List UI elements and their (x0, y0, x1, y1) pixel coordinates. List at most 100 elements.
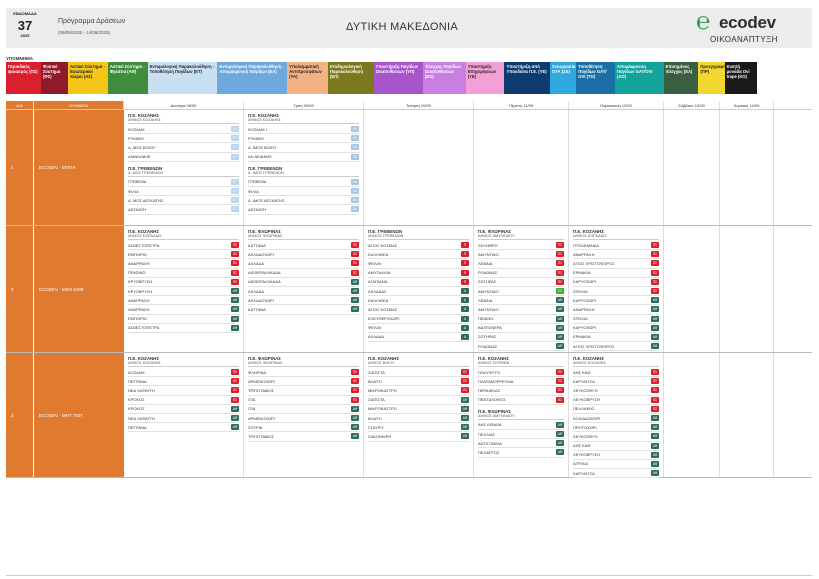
vehicle-name: ECODEV - ΜΗΤ 7507 (34, 353, 124, 477)
area-name: ΙΤΙΑ (248, 397, 256, 403)
action-code-badge: ΠΣ (351, 369, 359, 376)
week-box: ΕΒΔΟΜΑΔΑ 37 2025 (6, 8, 44, 48)
list-item: ΣΑΚΟΝΗ/ΡΗ ΑΦ (368, 432, 469, 442)
day-cell (474, 110, 569, 225)
legend-item: Υποστήριξη από Υπουδιένα Π.Ε. (ΥΕ) (504, 62, 551, 94)
list-item: ΑΙΣΘΕΡΑ/ΛΙΚΑΔΑ ΑΦ (248, 278, 359, 287)
action-code-badge: ΕΠ (556, 288, 564, 295)
action-code-badge: ΕΑ (351, 178, 359, 185)
regional-unit: Π.Ε. ΓΡΕΒΕΝΩΝ (248, 165, 283, 171)
action-code-badge: ΑΦ (556, 315, 564, 322)
list-item: ΔΕΣΚΑΤΗ ΕΤ (128, 205, 239, 215)
day-cell: Π.Ε. ΚΟΖΑΝΗΣ ΔΗΜΟΣ ΣΕΡΒΙΩΝ ΠΟΛΥΦΥΤΟ ΠΣ ΠΛΑΤΑ… (474, 353, 569, 477)
day-cell: Π.Ε. ΚΟΖΑΝΗΣ ΔΗΜΟΣ ΒΟΙΟΥ ΣΙΑΤΙΣΤΑ ΠΣ ΒΛΑΤΣΙ Π… (364, 353, 474, 477)
location-block: Π.Ε. ΦΛΩΡΙΝΑΣ ΔΗΜΟΣ ΦΛΩΡΙΝΑΣ ΚΑΤΤΑΝΑ ΠΣ ΑΧΛΑ… (248, 229, 359, 315)
table-body: 1 ECODEV - ΜΠΙΤΑ Π.Ε. ΚΟΖΑΝΗΣ ΔΗΜΟΣ ΚΟΖΑΝΗΣ… (6, 110, 812, 479)
action-code-badge: ΕΑ (351, 126, 359, 133)
list-item: ΚΑΡΥΔΙΤΣΑ ΑΦ (573, 469, 659, 479)
action-code-badge: ΕΑ (351, 135, 359, 142)
area-name: ΠΕΔΙΝΟ (478, 316, 494, 322)
area-name: ΣΙΑΤΙΣΤΑ (368, 369, 385, 375)
action-code-badge: ΠΣ (351, 396, 359, 403)
area-name: ΕΜΠΟΡΙΟ (128, 251, 147, 257)
column-header-day: Παρασκευή 12/09 (569, 101, 664, 109)
area-name: ΕΜΠΟΡΙΟ (128, 316, 147, 322)
area-name: ΛΕΒΑΙΑ (478, 297, 493, 303)
list-item: ΚΑΛΛΙΘΕΑ Π (368, 250, 469, 260)
action-code-badge: ΕΑ (351, 197, 359, 204)
column-header-aa: Α/Α (6, 101, 34, 109)
regional-unit: Π.Ε. ΦΛΩΡΙΝΑΣ (248, 356, 281, 361)
legend-item: Επιδημιολογική Παρακολούθηση (ΕΠ) (327, 62, 374, 94)
list-item: ΠΡΑΣΙΝΟ ΠΣ (128, 269, 239, 278)
legend-item: Απομάκρυνση Παγίδων GAT/OVI (ΑΟ) (615, 62, 664, 94)
list-item: ΕΡΜΑΚΙΑ ΑΦ (573, 333, 659, 343)
action-code-badge: ΑΦ (556, 431, 564, 438)
list-item: ΑΗΣ ΚΑΦ ΑΦ (573, 442, 659, 451)
action-code-badge: ΑΦ (351, 424, 359, 431)
action-code-badge: ΠΣ (651, 288, 659, 295)
location-block: Π.Ε. ΓΡΕΒΕΝΩΝ Δ. ΙΜΟΣ ΓΡΕΒΕΝΩΝ ΓΡΕΒΕΝΑ ΕΑ ΦΙ… (248, 166, 359, 215)
area-name: ΡΥΜΝΙΟ (248, 135, 264, 141)
list-item: ΦΕΛΙΛΙ Α (368, 324, 469, 333)
area-name: ΑΗΣ ΚΑΦ (573, 369, 591, 375)
row-number: 3 (6, 353, 34, 477)
area-name: ΠΤΟΛΕΜΑΙΔΑ (573, 242, 600, 248)
regional-unit: Π.Ε. ΦΛΩΡΙΝΑΣ (248, 229, 281, 234)
action-code-badge: ΠΣ (651, 378, 659, 385)
area-name: ΕΛΕΥΘΕΡΟΧΩΡΙ (368, 316, 400, 322)
area-name: ΚΟΖΑΝΗ Ι (248, 126, 267, 132)
list-item: ΑΝΑΡΡΑΧΗ ΠΣ (128, 259, 239, 269)
action-code-badge: ΑΦ (651, 451, 659, 458)
area-name: ΠΕΡΔΙΚΚΑΣ (478, 387, 501, 393)
vehicle-name: ECODEV - ΜΠΙΤΑ (34, 110, 124, 225)
area-name: ΑΧΛΑΔΟΧΩΡΙ (248, 297, 274, 303)
area-name: ΑΝΑΡΡΑΧΗ (128, 260, 150, 266)
action-code-badge: ΠΣ (231, 378, 239, 385)
list-item: ΚΑΡΥΟΧΩΡΙ ΑΦ (573, 324, 659, 333)
area-name: ΠΡΑΣΙΝΟ (128, 270, 146, 276)
action-code-badge: ΠΣ (461, 369, 469, 376)
area-name: ΚΡΥΟΒΡΥΣΗ (128, 288, 153, 294)
list-item: ΓΡΕΒΕΝΑ ΕΑ (248, 178, 359, 187)
action-code-badge: ΠΣ (556, 242, 564, 249)
list-item: ΛΕΒΑΙΑ ΑΦ (478, 296, 564, 306)
action-code-badge: ΠΣ (556, 378, 564, 385)
list-item: ΚΡΟΚΟΣ ΑΦ (128, 405, 239, 414)
area-name: ΚΡΟΚΟΣ (128, 406, 145, 412)
logo-text: ecodev (719, 13, 776, 32)
list-item: ΠΡΟΤΟΧΩΡΙ ΑΦ (573, 423, 659, 433)
action-code-badge: ΑΦ (651, 442, 659, 449)
municipality: ΔΗΜΟΣ ΣΕΡΒΙΩΝ (478, 361, 564, 367)
action-code-badge: ΠΣ (651, 396, 659, 403)
action-code-badge: ΠΣ (651, 405, 659, 412)
area-name: ΛΕΥΚΟΒΡΥΣΗ (573, 397, 601, 403)
area-name: ΓΡΕΒΕΝΑ (128, 179, 147, 185)
action-code-badge: ΕΑ (351, 206, 359, 213)
action-code-badge: ΠΣ (556, 396, 564, 403)
area-name: ΚΑΡΥΔΙΤΣΑ (573, 378, 595, 384)
regional-unit: Π.Ε. ΚΟΖΑΝΗΣ (248, 113, 279, 118)
vehicle-name: ECODEV - ΜΚΟ 6490 (34, 226, 124, 352)
list-item: ΚΡΥΟΒΡΥΣΗ ΑΦ (128, 287, 239, 297)
area-name: ΑΙΑΝΗ/ΑΚΙΕ (128, 154, 151, 160)
action-code-badge: ΠΣ (351, 387, 359, 394)
table-row: 3 ECODEV - ΜΗΤ 7507 Π.Ε. ΚΟΖΑΝΗΣ ΔΗΜΟΣ ΚΟΖΑ… (6, 353, 812, 479)
action-code-badge: ΠΣ (556, 260, 564, 267)
list-item: ΣΙΑΤΙΣΤΑ ΑΦ (368, 396, 469, 405)
list-item: Δ. ΙΜΟΣ ΒΟΙΟΥ ΕΑ (248, 143, 359, 153)
program-title: Πρόγραμμα Δράσεων (58, 18, 126, 25)
area-name: ΜΙΚΡΟΚΑΣΤΡΟ (368, 387, 397, 393)
action-code-badge: ΠΣ (231, 278, 239, 285)
area-name: ΑΡΜΕΝΟΧΩΡΙ (248, 378, 275, 384)
area-name: ΓΡΕΒΕΝΑ (248, 179, 267, 185)
list-item: ΑΝΑΡΡΑΧΗ ΑΦ (128, 305, 239, 315)
action-code-badge: ΕΤ (231, 135, 239, 142)
list-item: ΑΡΜΕΝΟΧΩΡΙ ΑΦ (248, 414, 359, 424)
area-name: ΚΟΖΑΝΗ (128, 126, 145, 132)
location-block: Π.Ε. ΚΟΖΑΝΗΣ ΔΗΜΟΣ ΒΟΙΟΥ ΣΙΑΤΙΣΤΑ ΠΣ ΒΛΑΤΣΙ Π… (368, 356, 469, 442)
area-name: ΛΕΥΚΟΒΡΥΣΗ (573, 452, 601, 458)
action-code-badge: ΠΣ (231, 387, 239, 394)
logo-subtitle: ΟΙΚΟΑΝΑΠΤΥΞΗ (710, 35, 778, 44)
list-item: ΚΑΛΛΙΘΕΑ Α (368, 296, 469, 306)
